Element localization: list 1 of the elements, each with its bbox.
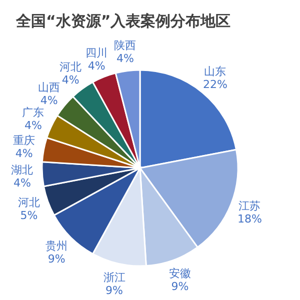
title: 全国“水资源”入表案例分布地区 [16, 12, 231, 30]
